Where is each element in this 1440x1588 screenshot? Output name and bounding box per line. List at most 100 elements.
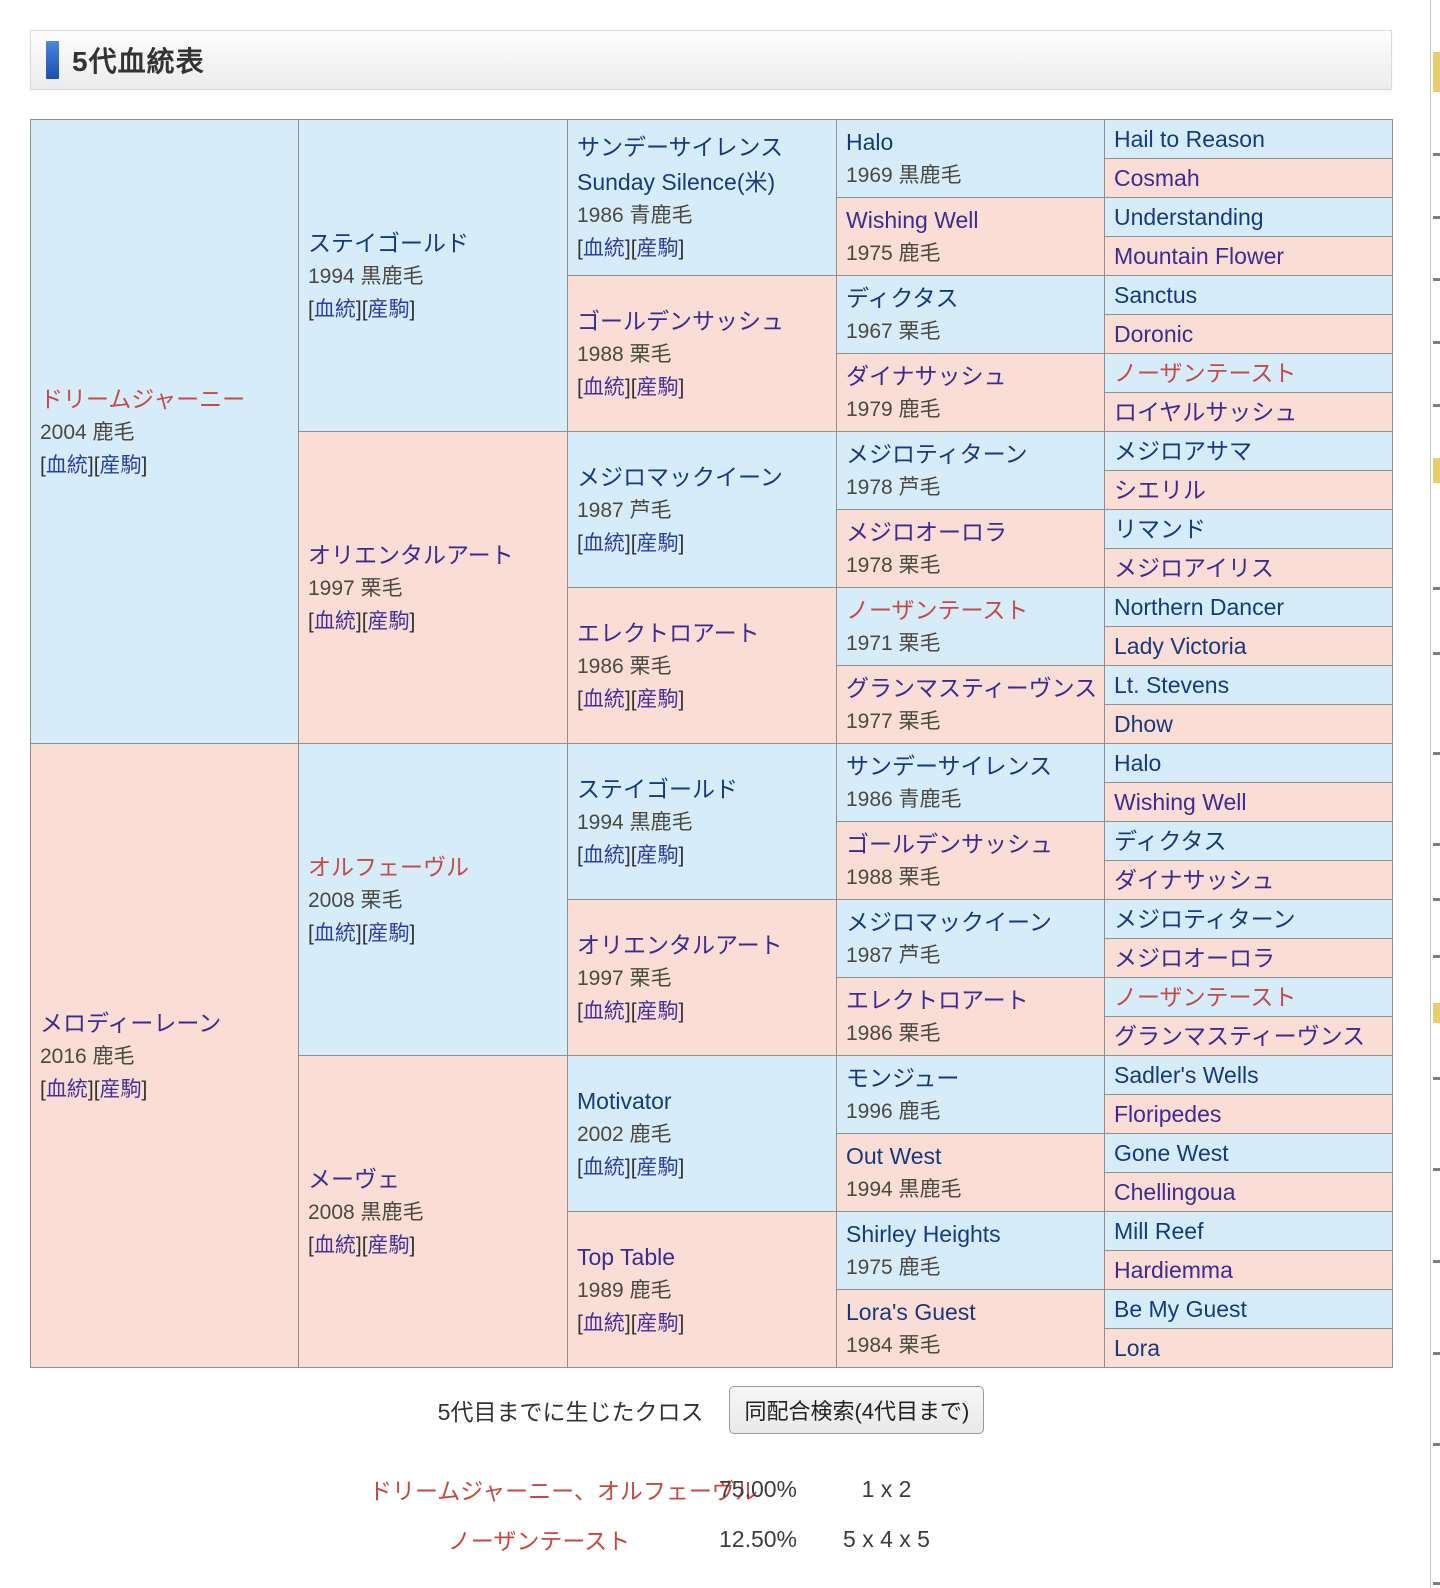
horse-name-link[interactable]: ノーザンテースト <box>1114 984 1297 1010</box>
blood-link[interactable]: 血統 <box>313 921 356 945</box>
blood-link[interactable]: 血統 <box>582 531 625 555</box>
horse-name-link[interactable]: Chellingoua <box>1114 1179 1236 1205</box>
horse-name-link[interactable]: Floripedes <box>1114 1101 1222 1127</box>
pedigree-cell-content: Wishing Well 1975 鹿毛 <box>846 205 1098 268</box>
horse-name-link[interactable]: ゴールデンサッシュ <box>846 831 1053 857</box>
blood-link[interactable]: 血統 <box>45 453 88 477</box>
horse-name-link[interactable]: エレクトロアート <box>846 987 1029 1013</box>
horse-name-link[interactable]: Sadler's Wells <box>1114 1062 1259 1088</box>
pedigree-row: エレクトロアート 1986 栗毛 [血統][産駒] ノーザンテースト 1971 栗毛 No… <box>31 587 1393 744</box>
offspring-link[interactable]: 産駒 <box>99 1077 142 1101</box>
horse-name-link[interactable]: ダイナサッシュ <box>846 363 1007 389</box>
horse-name-link[interactable]: Mill Reef <box>1114 1218 1204 1244</box>
offspring-link[interactable]: 産駒 <box>636 843 679 867</box>
horse-name-link[interactable]: Cosmah <box>1114 165 1200 191</box>
blood-link[interactable]: 血統 <box>313 609 356 633</box>
horse-name-link[interactable]: Dhow <box>1114 711 1173 737</box>
offspring-link[interactable]: 産駒 <box>636 531 679 555</box>
horse-name-link[interactable]: Hardiemma <box>1114 1257 1233 1283</box>
blood-link[interactable]: 血統 <box>582 843 625 867</box>
horse-name-link[interactable]: Lt. Stevens <box>1114 672 1230 698</box>
offspring-link[interactable]: 産駒 <box>367 1233 410 1257</box>
horse-name-link[interactable]: Shirley Heights <box>846 1221 1001 1247</box>
offspring-link[interactable]: 産駒 <box>367 297 410 321</box>
horse-name-link[interactable]: ロイヤルサッシュ <box>1114 399 1298 425</box>
horse-name-link[interactable]: メジロティターン <box>1114 906 1296 932</box>
blood-link[interactable]: 血統 <box>45 1077 88 1101</box>
cross-section-header: 5代目までに生じたクロス 同配合検索(4代目まで) <box>30 1386 1392 1434</box>
horse-links: [血統][産駒] <box>40 1076 292 1104</box>
horse-name-link[interactable]: メジロティターン <box>846 441 1028 467</box>
blood-link[interactable]: 血統 <box>582 687 625 711</box>
horse-name-link[interactable]: ダイナサッシュ <box>1114 867 1275 893</box>
horse-name-link[interactable]: メジロオーロラ <box>846 519 1007 545</box>
horse-name-link[interactable]: メジロアサマ <box>1114 438 1252 464</box>
horse-name-link[interactable]: Gone West <box>1114 1140 1229 1166</box>
horse-name-link[interactable]: Northern Dancer <box>1114 594 1285 620</box>
horse-name-link[interactable]: メジロオーロラ <box>1114 945 1275 971</box>
blood-link[interactable]: 血統 <box>582 1155 625 1179</box>
horse-name-link[interactable]: オリエンタルアート <box>577 931 783 958</box>
horse-name-link[interactable]: ディクタス <box>846 285 959 311</box>
offspring-link[interactable]: 産駒 <box>636 237 679 260</box>
horse-name-link[interactable]: ゴールデンサッシュ <box>577 307 784 334</box>
horse-name-link[interactable]: Lora <box>1114 1335 1161 1361</box>
horse-name-link[interactable]: ステイゴールド <box>577 775 738 802</box>
same-mating-search-button[interactable]: 同配合検索(4代目まで) <box>729 1386 985 1434</box>
horse-name-link[interactable]: Sanctus <box>1114 282 1198 308</box>
blood-link[interactable]: 血統 <box>582 1311 625 1335</box>
horse-name-link[interactable]: サンデーサイレンス <box>846 753 1053 779</box>
offspring-link[interactable]: 産駒 <box>636 375 679 399</box>
horse-name-link[interactable]: Halo <box>846 129 894 155</box>
horse-name-link[interactable]: Out West <box>846 1143 942 1169</box>
horse-name-link[interactable]: ノーザンテースト <box>1114 360 1297 386</box>
blood-link[interactable]: 血統 <box>313 1233 356 1257</box>
horse-name-link[interactable]: ステイゴールド <box>308 229 469 256</box>
offspring-link[interactable]: 産駒 <box>367 921 410 945</box>
horse-name-link[interactable]: Wishing Well <box>1114 789 1247 815</box>
horse-name-link[interactable]: メジロアイリス <box>1114 555 1274 581</box>
horse-name-link[interactable]: Top Table <box>577 1243 676 1270</box>
horse-name-en-link[interactable]: Sunday Silence(米) <box>577 169 776 195</box>
offspring-link[interactable]: 産駒 <box>367 609 410 633</box>
horse-name-link[interactable]: メジロマックイーン <box>577 463 783 490</box>
pedigree-cell-content: ノーザンテースト <box>1114 982 1386 1012</box>
horse-name-link[interactable]: グランマスティーヴンス <box>1114 1023 1366 1049</box>
scrollbar-track[interactable] <box>1430 0 1431 1588</box>
horse-links: [血統][産駒] <box>577 686 830 714</box>
horse-name-link[interactable]: Motivator <box>577 1087 672 1114</box>
horse-name-link[interactable]: Be My Guest <box>1114 1296 1247 1322</box>
horse-name-link[interactable]: サンデーサイレンス <box>577 134 784 160</box>
horse-name-link[interactable]: Mountain Flower <box>1114 243 1285 269</box>
blood-link[interactable]: 血統 <box>582 999 625 1023</box>
horse-name-link[interactable]: ドリームジャーニー <box>40 385 246 412</box>
blood-link[interactable]: 血統 <box>582 375 625 399</box>
horse-name-link[interactable]: シエリル <box>1114 477 1206 503</box>
horse-name-link[interactable]: オリエンタルアート <box>308 541 514 568</box>
offspring-link[interactable]: 産駒 <box>636 687 679 711</box>
horse-name-link[interactable]: ノーザンテースト <box>846 597 1029 623</box>
horse-name-link[interactable]: Wishing Well <box>846 207 979 233</box>
offspring-link[interactable]: 産駒 <box>636 1311 679 1335</box>
horse-name-link[interactable]: メロディーレーン <box>40 1009 222 1036</box>
offspring-link[interactable]: 産駒 <box>636 999 679 1023</box>
horse-name-link[interactable]: モンジュー <box>846 1065 960 1091</box>
horse-name-link[interactable]: オルフェーヴル <box>308 853 469 880</box>
horse-name-link[interactable]: Doronic <box>1114 321 1194 347</box>
blood-link[interactable]: 血統 <box>582 237 625 260</box>
horse-name-link[interactable]: グランマスティーヴンス <box>846 675 1098 701</box>
horse-name-link[interactable]: Hail to Reason <box>1114 126 1265 152</box>
horse-links: [血統][産駒] <box>40 452 292 480</box>
horse-name-link[interactable]: メーヴェ <box>308 1165 400 1192</box>
horse-name-link[interactable]: Understanding <box>1114 204 1264 230</box>
horse-name-link[interactable]: ディクタス <box>1114 828 1227 854</box>
horse-name-link[interactable]: リマンド <box>1114 516 1206 542</box>
blood-link[interactable]: 血統 <box>313 297 356 321</box>
offspring-link[interactable]: 産駒 <box>636 1155 679 1179</box>
horse-name-link[interactable]: Lady Victoria <box>1114 633 1247 659</box>
horse-name-link[interactable]: Lora's Guest <box>846 1299 976 1325</box>
horse-name-link[interactable]: エレクトロアート <box>577 619 760 646</box>
offspring-link[interactable]: 産駒 <box>99 453 142 477</box>
horse-name-link[interactable]: Halo <box>1114 750 1162 776</box>
horse-name-link[interactable]: メジロマックイーン <box>846 909 1052 935</box>
